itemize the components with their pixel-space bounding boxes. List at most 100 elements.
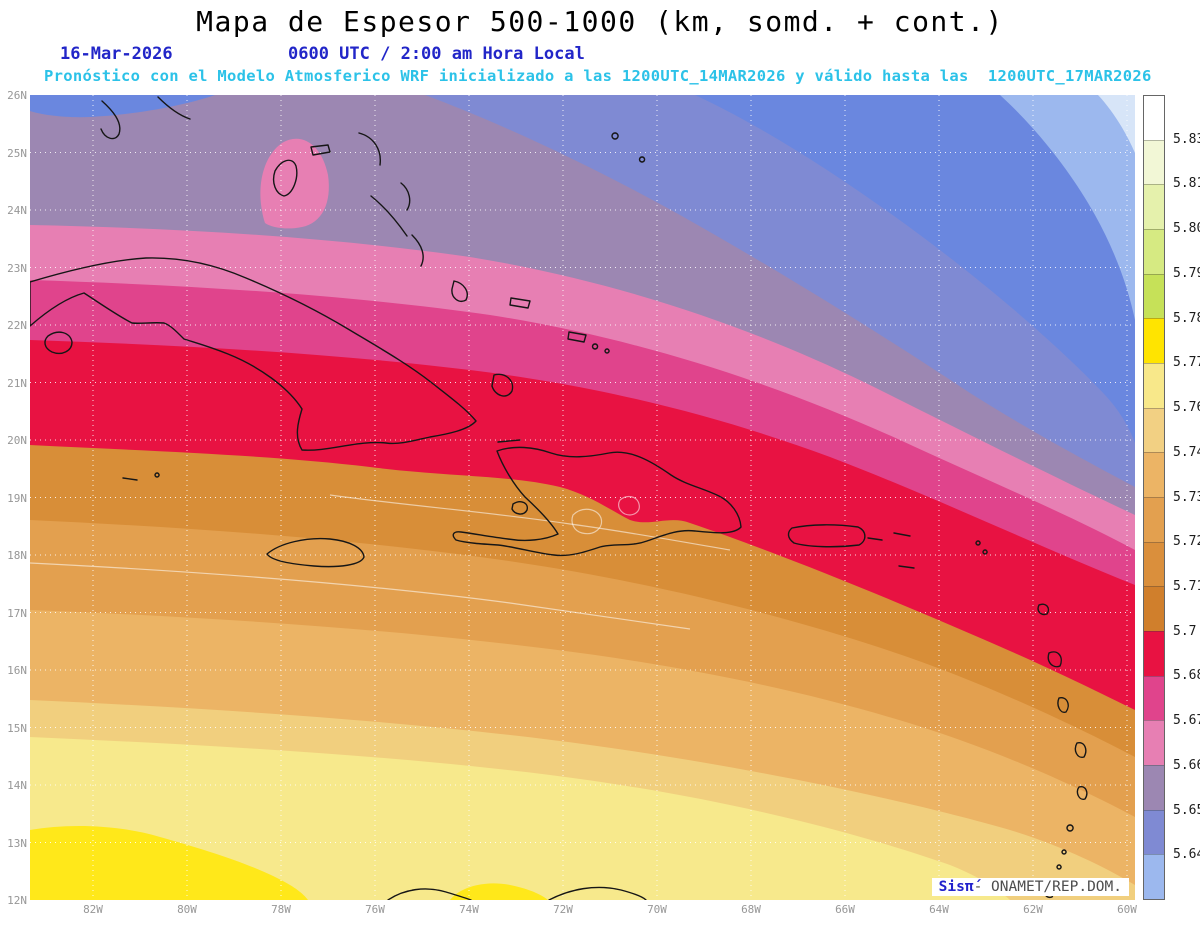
colorbar-segment (1144, 452, 1164, 498)
lon-label: 62W (1023, 903, 1043, 916)
date-line: 16-Mar-2026 0600 UTC / 2:00 am Hora Loca… (0, 44, 1200, 64)
colorbar-label: 5.664 (1173, 757, 1200, 773)
colorbar-segment (1144, 407, 1164, 453)
coastline-tortuga (497, 439, 521, 443)
model-info-line: Pronóstico con el Modelo Atmosferico WRF… (44, 67, 1152, 85)
coastline-lesser-antilles (893, 532, 1088, 899)
colorbar-label: 5.64 (1173, 847, 1200, 863)
lon-label: 76W (365, 903, 385, 916)
lat-label: 17N (7, 606, 27, 620)
map-title: Mapa de Espesor 500-1000 (km, somd. + co… (196, 5, 1004, 38)
colorbar-segment (1144, 720, 1164, 766)
colorbar-segment (1144, 229, 1164, 274)
colorbar-labels: 5.831 5.819 5.807 5.795 5.783 5.772 5.76 5.748 5… (1173, 95, 1200, 900)
colorbar-label: 5.736 (1173, 489, 1200, 505)
lat-label: 16N (7, 664, 27, 677)
lon-label: 80W (177, 903, 197, 916)
coastline-puerto-rico (787, 524, 866, 548)
coastline-gonave (511, 501, 528, 515)
coastline-hispaniola (452, 446, 742, 557)
colorbar-segment (1144, 586, 1164, 632)
colorbar-segment (1144, 139, 1164, 185)
lat-label: 26N (7, 89, 27, 102)
colorbar-label: 5.819 (1173, 176, 1200, 192)
lat-label: 21N (7, 376, 27, 390)
coastline-jamaica (266, 537, 365, 568)
lat-label: 22N (7, 319, 27, 332)
lon-label: 70W (647, 903, 667, 916)
band-palest-blue (1098, 95, 1135, 153)
lon-label: 64W (929, 903, 949, 916)
colorbar-segment (1144, 631, 1164, 676)
contour-bands (30, 95, 1135, 900)
lat-axis: 26N 25N 24N 23N 22N 21N 20N 19N 18N 17N 16N 15N 14N 1… (2, 89, 28, 907)
colorbar-segment (1144, 184, 1164, 230)
colorbar-label: 5.688 (1173, 668, 1200, 684)
band-topleft-blue-patch (30, 95, 215, 118)
lon-label: 68W (741, 903, 761, 916)
colorbar-segment (1144, 318, 1164, 364)
lat-label: 19N (7, 491, 27, 505)
watermark-org: - ONAMET/REP.DOM. (973, 879, 1122, 895)
lat-label: 12N (7, 894, 27, 907)
colorbar-segment (1144, 96, 1164, 140)
colorbar-segment (1144, 497, 1164, 542)
lat-label: 23N (7, 261, 27, 275)
colorbar-segment (1144, 273, 1164, 319)
colorbar-segment (1144, 809, 1164, 855)
colorbar-label: 5.772 (1173, 355, 1200, 371)
colorbar-label: 5.783 (1173, 310, 1200, 326)
forecast-date: 16-Mar-2026 (60, 44, 173, 64)
lat-label: 13N (7, 836, 27, 850)
band-bright-yellow-1 (30, 825, 308, 900)
band-light-blue (1000, 95, 1135, 320)
coastline-cayman (122, 472, 160, 481)
colorbar-label: 5.807 (1173, 221, 1200, 237)
lon-label: 60W (1117, 903, 1137, 916)
colorbar-label: 5.724 (1173, 534, 1200, 550)
colorbar-label: 5.7 (1173, 623, 1197, 639)
coastline-bahamas (100, 96, 646, 397)
coastline-south-fragments (387, 886, 647, 900)
lon-label: 82W (83, 903, 103, 916)
lat-label: 18N (7, 549, 27, 562)
lat-label: 24N (7, 204, 27, 217)
lat-label: 25N (7, 146, 27, 160)
coastline-vieques (867, 537, 883, 541)
lat-label: 14N (7, 779, 27, 792)
colorbar-label: 5.76 (1173, 400, 1200, 416)
colorbar-segment (1144, 363, 1164, 408)
colorbar (1143, 95, 1165, 900)
colorbar-label: 5.748 (1173, 444, 1200, 460)
lat-label: 20N (7, 434, 27, 447)
map-frame: Sisπ́- ONAMET/REP.DOM. (30, 95, 1135, 900)
lon-label: 74W (459, 903, 479, 916)
lon-axis: 82W 80W 78W 76W 74W 72W 70W 68W 66W 64W 62W 60W (30, 903, 1137, 921)
colorbar-label: 5.712 (1173, 578, 1200, 594)
grid-lines (30, 95, 1135, 900)
colorbar-label: 5.795 (1173, 265, 1200, 281)
colorbar-label: 5.676 (1173, 713, 1200, 729)
thickness-map (30, 95, 1135, 900)
forecast-time: 0600 UTC / 2:00 am Hora Local (288, 44, 585, 64)
colorbar-segments (1144, 96, 1164, 900)
lon-label: 66W (835, 903, 855, 916)
colorbar-segment (1144, 854, 1164, 900)
colorbar-segment (1144, 541, 1164, 587)
lon-label: 72W (553, 903, 573, 916)
band-bright-yellow-2 (450, 883, 548, 900)
band-cornflower (695, 95, 1135, 443)
lon-label: 78W (271, 903, 291, 916)
coastline-isla-juventud (44, 331, 73, 355)
colorbar-segment (1144, 765, 1164, 810)
colorbar-segment (1144, 675, 1164, 721)
watermark: Sisπ́- ONAMET/REP.DOM. (931, 878, 1129, 896)
coastlines (30, 96, 1088, 900)
inner-contours (30, 494, 731, 630)
colorbar-label: 5.652 (1173, 802, 1200, 818)
coastline-cuba (30, 257, 477, 451)
lat-label: 15N (7, 721, 27, 735)
watermark-brand: Sisπ́ (938, 879, 974, 895)
colorbar-label: 5.831 (1173, 131, 1200, 147)
